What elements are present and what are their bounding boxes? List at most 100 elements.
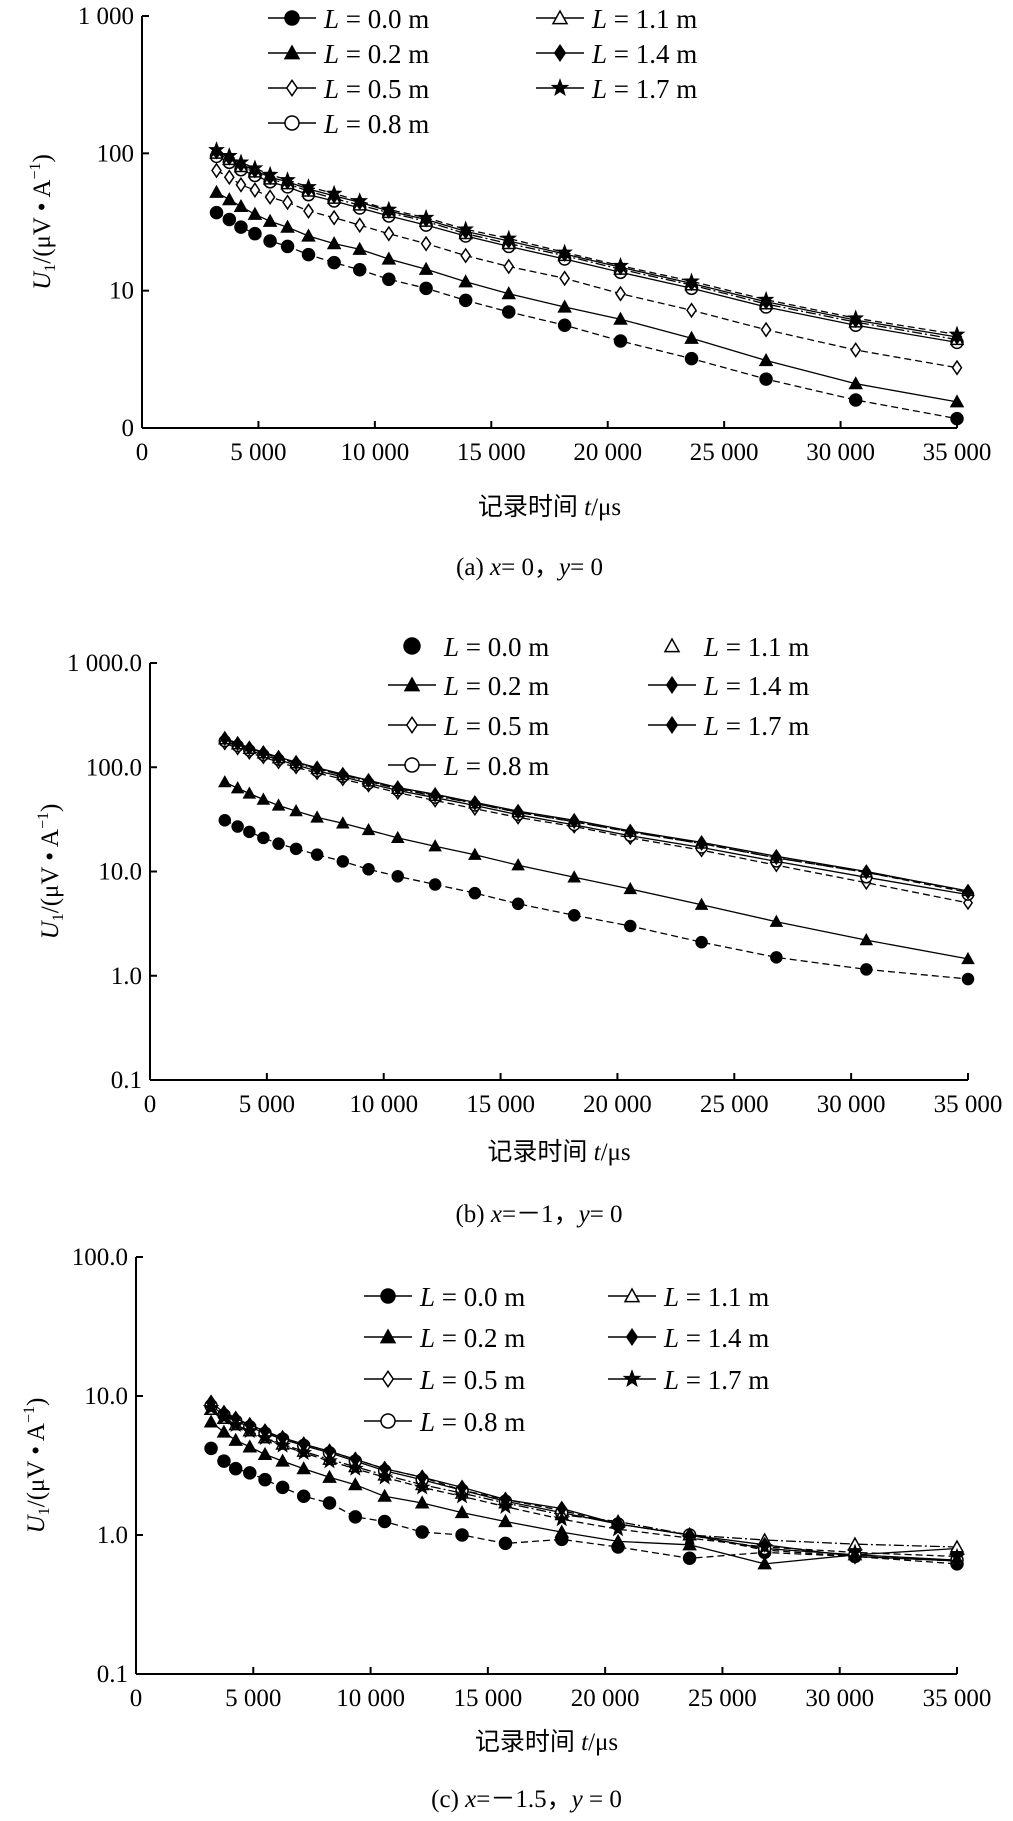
star-marker: [681, 1529, 699, 1546]
y-label-close: ): [29, 154, 56, 162]
circle-marker: [468, 886, 482, 900]
circle-marker: [310, 848, 324, 861]
legend-value: = 1.7 m: [607, 74, 697, 104]
legend-label: L = 0.2 m: [419, 1323, 525, 1353]
series-05: [205, 1395, 963, 1569]
legend-item: L = 0.5 m: [364, 1365, 525, 1395]
circle-marker: [362, 863, 375, 876]
diamond-marker: [383, 225, 395, 242]
star-marker: [325, 184, 343, 201]
series-17: [208, 141, 966, 342]
series-11: [209, 145, 965, 346]
triangle-marker: [682, 1537, 697, 1551]
series-line: [216, 151, 958, 338]
legend-value: = 0.2 m: [459, 671, 549, 701]
legend-value: = 0.0 m: [339, 4, 429, 34]
series-line: [224, 742, 969, 904]
legend-value: = 0.8 m: [339, 109, 429, 139]
legend-var: L: [443, 632, 459, 662]
triangle-marker: [283, 44, 301, 60]
circle-marker: [348, 1510, 363, 1524]
star-marker: [553, 1510, 571, 1527]
star-marker: [550, 78, 570, 96]
diamond-marker: [258, 745, 269, 761]
legend-value: = 0.5 m: [435, 1365, 525, 1395]
legend-item: L = 1.7 m: [536, 74, 697, 104]
triangle-marker: [326, 236, 342, 250]
triangle-marker: [216, 1424, 232, 1438]
legend-var: L: [419, 1323, 435, 1353]
triangle-marker: [458, 274, 473, 288]
diamond-marker: [232, 736, 243, 752]
legend-var: L: [591, 4, 607, 34]
star-marker: [417, 208, 435, 225]
caption-yval: = 0: [590, 1201, 623, 1228]
y-label-sub: 1: [50, 913, 67, 921]
x-tick-label: 5 000: [225, 1685, 281, 1712]
star-marker: [683, 272, 700, 289]
legend-value: = 1.4 m: [719, 671, 809, 701]
legend-item: L = 1.4 m: [536, 39, 697, 69]
legend-item: L = 1.7 m: [648, 711, 809, 741]
diamond-marker: [760, 321, 772, 338]
star-marker: [413, 1478, 431, 1495]
circle-marker: [511, 897, 525, 911]
circle-marker: [284, 115, 300, 131]
legend-value: = 0.0 m: [459, 632, 549, 662]
series-08: [218, 734, 975, 901]
triangle-marker: [949, 394, 965, 408]
series-02: [209, 184, 965, 408]
circle-marker: [209, 205, 224, 220]
series-line: [210, 1447, 958, 1565]
legend-label: L = 1.4 m: [703, 671, 809, 701]
series-line: [224, 740, 969, 896]
legend-value: = 0.0 m: [435, 1282, 525, 1312]
circle-marker: [377, 1514, 392, 1529]
y-label-sub: 1: [36, 1507, 53, 1515]
circle-marker: [498, 1536, 513, 1551]
star-marker: [500, 229, 518, 246]
x-tick-label: 10 000: [340, 439, 409, 466]
circle-marker: [380, 1413, 396, 1429]
diamond-marker: [285, 78, 299, 98]
triangle-marker: [218, 775, 232, 788]
star-marker: [261, 165, 279, 182]
caption-xval: =－1.5，: [476, 1786, 571, 1813]
series-line: [210, 1408, 958, 1548]
caption-y: y: [556, 554, 571, 581]
series-05: [219, 735, 974, 911]
circle-marker: [382, 272, 396, 287]
legend-item: L = 0.8 m: [388, 751, 549, 781]
circle-marker: [624, 919, 637, 933]
diamond-marker: [686, 302, 697, 319]
legend-item: L = 1.1 m: [536, 4, 697, 34]
caption-y: y: [569, 1786, 584, 1813]
y-label-close: ): [23, 1398, 50, 1406]
circle-marker: [567, 909, 581, 922]
circle-marker: [455, 1528, 469, 1542]
x-tick-label: 15 000: [453, 1685, 522, 1712]
series-line: [210, 1405, 958, 1561]
star-marker: [202, 1399, 220, 1416]
star-marker: [220, 147, 238, 163]
triangle-marker: [361, 822, 376, 836]
series-02: [203, 1414, 965, 1570]
triangle-marker: [280, 219, 295, 233]
star-marker: [295, 1443, 313, 1461]
y-tick-label: 1.0: [111, 963, 142, 990]
legend-item: L = 1.4 m: [608, 1323, 769, 1353]
x-tick-label: 35 000: [923, 439, 992, 466]
star-marker: [232, 153, 250, 170]
star-marker: [351, 192, 369, 209]
series-17: [219, 731, 974, 900]
circle-marker: [613, 334, 628, 348]
circle-marker: [684, 351, 699, 366]
x-tick-label: 30 000: [806, 439, 875, 466]
star-marker: [321, 1452, 338, 1469]
triangle-marker: [228, 1432, 243, 1446]
star-marker: [241, 1422, 259, 1439]
legend-label: L = 1.1 m: [663, 1282, 769, 1312]
diamond-marker: [553, 43, 567, 63]
triangle-marker: [301, 228, 316, 242]
diamond-marker: [405, 715, 419, 735]
